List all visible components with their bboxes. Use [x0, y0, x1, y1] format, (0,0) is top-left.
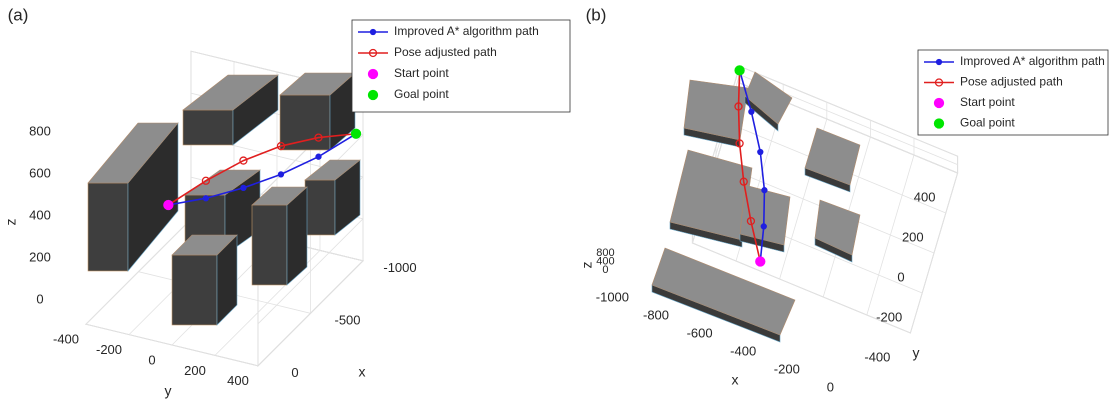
z-tick-label: 600 [29, 166, 51, 181]
obstacle-front [280, 95, 330, 150]
y-tick-label: 200 [184, 363, 206, 378]
y-tick-label: 200 [902, 229, 924, 244]
x-axis-title: x [732, 372, 739, 388]
legend-label: Improved A* algorithm path [960, 54, 1105, 68]
path-marker [164, 200, 173, 209]
y-tick-label: 0 [148, 352, 155, 367]
y-tick-label: -200 [876, 309, 902, 324]
y-tick-label: 0 [897, 269, 904, 284]
x-axis-title: x [359, 364, 366, 380]
legend: Improved A* algorithm path Pose adjusted … [918, 50, 1108, 135]
path-marker [278, 172, 283, 177]
path-marker [756, 257, 765, 266]
y-tick-label: 400 [914, 189, 936, 204]
y-tick-label: -400 [864, 349, 890, 364]
obstacles [88, 72, 860, 342]
legend-label: Start point [960, 95, 1015, 109]
z-tick-label: 0 [36, 292, 43, 307]
z-axis-title: z [3, 219, 19, 226]
z-axis-title: z [579, 262, 595, 269]
legend-marker [935, 119, 944, 128]
legend-label: Goal point [394, 87, 449, 101]
obstacle-front [305, 180, 335, 235]
obstacle-front [88, 183, 128, 271]
page: {"chart_data": [ {"type": "line3d", "pan… [0, 0, 1113, 401]
legend-marker [935, 99, 944, 108]
x-tick-label: -1000 [596, 289, 629, 304]
y-tick-label: -400 [53, 332, 79, 347]
y-tick-label: -200 [96, 342, 122, 357]
legend-marker [369, 70, 378, 79]
legend-marker [371, 30, 376, 35]
x-tick-label: -500 [334, 313, 360, 328]
x-tick-label: 0 [291, 365, 298, 380]
path-marker [316, 154, 321, 159]
path-marker [758, 149, 763, 154]
z-tick-label: 800 [29, 124, 51, 139]
z-tick-label: 800 [596, 247, 614, 259]
x-tick-label: -200 [774, 361, 800, 376]
x-tick-label: -1000 [383, 260, 416, 275]
legend-marker [369, 91, 378, 100]
figure: -1000 -500 0 -400 -200 0 200 400 0 200 400 600 800 x y… [0, 0, 1113, 401]
legend: Improved A* algorithm path Pose adjusted … [352, 20, 570, 112]
y-tick-label: 400 [227, 373, 249, 388]
x-tick-label: 0 [827, 379, 834, 394]
legend-label: Start point [394, 66, 449, 80]
path-marker [761, 224, 766, 229]
z-tick-label: 400 [29, 208, 51, 223]
x-tick-label: -800 [643, 307, 669, 322]
x-tick-label: -600 [687, 325, 713, 340]
legend-label: Goal point [960, 116, 1015, 130]
x-tick-label: -400 [730, 343, 756, 358]
z-tick-label: 200 [29, 250, 51, 265]
obstacle-front [183, 110, 233, 145]
path-marker [749, 109, 754, 114]
legend-label: Pose adjusted path [960, 75, 1063, 89]
obstacle-front [172, 255, 217, 325]
legend-marker [937, 60, 942, 65]
path-marker [241, 185, 246, 190]
y-axis-title: y [913, 345, 920, 361]
path-marker [735, 66, 744, 75]
legend-label: Improved A* algorithm path [394, 24, 539, 38]
obstacle-front [252, 205, 287, 285]
panel-label: (a) [8, 5, 29, 24]
panel-label: (b) [586, 5, 607, 24]
y-axis-title: y [165, 383, 172, 399]
legend-label: Pose adjusted path [394, 45, 497, 59]
path-marker [203, 196, 208, 201]
path-marker [762, 188, 767, 193]
path-marker [352, 129, 361, 138]
